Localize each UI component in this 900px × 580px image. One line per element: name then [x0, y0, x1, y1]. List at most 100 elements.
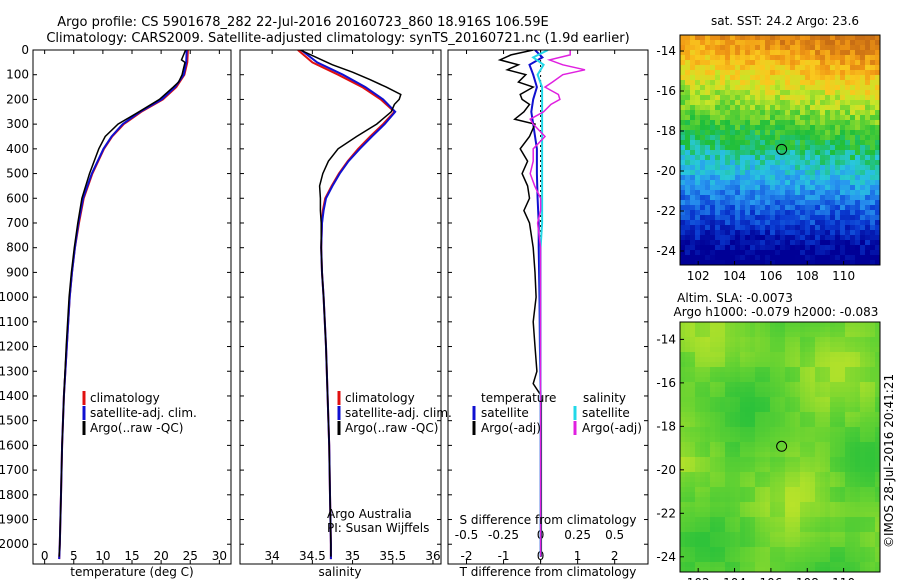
map-cell — [855, 552, 861, 558]
map-cell — [840, 60, 846, 66]
map-cell — [860, 422, 866, 428]
map-cell — [680, 175, 686, 181]
map-cell — [785, 115, 791, 121]
map-cell — [785, 532, 791, 538]
map-cell — [710, 472, 716, 478]
map-cell — [780, 60, 786, 66]
map-cell — [770, 250, 776, 256]
map-cell — [850, 165, 856, 171]
map-cell — [795, 55, 801, 61]
map-cell — [705, 517, 711, 523]
map-cell — [705, 255, 711, 261]
map-cell — [680, 260, 686, 265]
map-cell — [695, 90, 701, 96]
map-cell — [810, 337, 816, 343]
map-cell — [705, 322, 711, 328]
map-cell — [735, 342, 741, 348]
map-cell — [695, 457, 701, 463]
map-cell — [720, 185, 726, 191]
map-cell — [875, 40, 880, 46]
map-cell — [795, 130, 801, 136]
map-cell — [710, 567, 716, 572]
map-cell — [745, 260, 751, 265]
map-cell — [845, 497, 851, 503]
map-cell — [700, 472, 706, 478]
map-cell — [860, 205, 866, 211]
map-cell — [730, 347, 736, 353]
map-cell — [855, 170, 861, 176]
map-cell — [790, 85, 796, 91]
map-cell — [815, 427, 821, 433]
map-cell — [810, 427, 816, 433]
map-cell — [855, 195, 861, 201]
map-cell — [700, 120, 706, 126]
map-cell — [805, 407, 811, 413]
map-cell — [840, 427, 846, 433]
map-cell — [695, 492, 701, 498]
map-cell — [865, 537, 871, 543]
map-cell — [805, 175, 811, 181]
map-cell — [745, 210, 751, 216]
map-cell — [685, 527, 691, 533]
map-cell — [775, 155, 781, 161]
map-cell — [855, 150, 861, 156]
map-cell — [860, 427, 866, 433]
map-cell — [680, 537, 686, 543]
map-cell — [725, 220, 731, 226]
map-cell — [725, 472, 731, 478]
map-cell — [705, 352, 711, 358]
map-cell — [835, 210, 841, 216]
map-cell — [740, 322, 746, 328]
map-cell — [765, 447, 771, 453]
map-cell — [845, 442, 851, 448]
map-cell — [710, 447, 716, 453]
map-cell — [710, 255, 716, 261]
map-cell — [685, 557, 691, 563]
map-cell — [810, 120, 816, 126]
map-cell — [730, 462, 736, 468]
map-cell — [845, 412, 851, 418]
map-cell — [770, 140, 776, 146]
map-cell — [780, 567, 786, 572]
map-cell — [775, 392, 781, 398]
map-cell — [785, 75, 791, 81]
map-cell — [740, 90, 746, 96]
map-cell — [860, 392, 866, 398]
map-cell — [845, 427, 851, 433]
map-cell — [740, 120, 746, 126]
map-cell — [735, 215, 741, 221]
map-cell — [835, 352, 841, 358]
map-cell — [875, 442, 880, 448]
map-cell — [750, 407, 756, 413]
map-cell — [845, 210, 851, 216]
map-cell — [840, 422, 846, 428]
map-cell — [800, 412, 806, 418]
map-cell — [815, 567, 821, 572]
map-cell — [725, 397, 731, 403]
map-cell — [865, 502, 871, 508]
map-cell — [805, 245, 811, 251]
map-cell — [835, 477, 841, 483]
map-cell — [820, 332, 826, 338]
map-cell — [680, 105, 686, 111]
map-cell — [780, 507, 786, 513]
map-cell — [790, 95, 796, 101]
map-cell — [735, 332, 741, 338]
map-cell — [855, 90, 861, 96]
depth-axis-ticks: 0100200300400500600700800900100011001200… — [0, 43, 648, 551]
map-cell — [740, 552, 746, 558]
map-cell — [775, 160, 781, 166]
map-cell — [770, 547, 776, 553]
map-cell — [845, 337, 851, 343]
map-cell — [820, 105, 826, 111]
map-cell — [815, 557, 821, 563]
map-cell — [800, 45, 806, 51]
map-cell — [710, 170, 716, 176]
map-cell — [735, 547, 741, 553]
map-cell — [710, 230, 716, 236]
map-cell — [775, 367, 781, 373]
map-cell — [715, 327, 721, 333]
map-cell — [780, 542, 786, 548]
map-cell — [800, 432, 806, 438]
map-cell — [705, 487, 711, 493]
